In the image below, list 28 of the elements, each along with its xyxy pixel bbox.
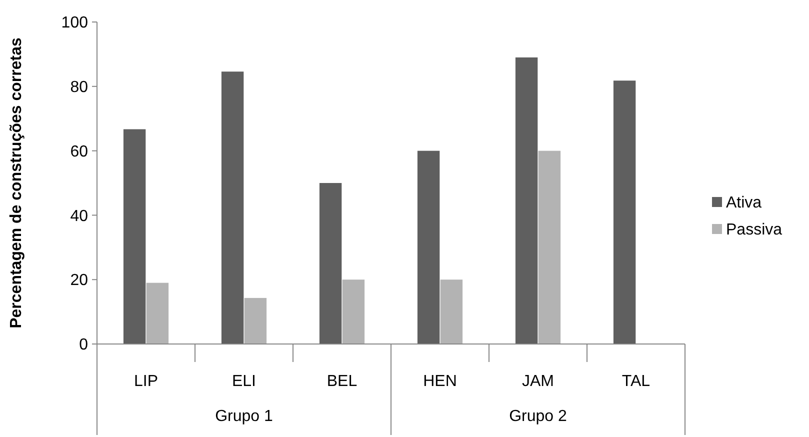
bar xyxy=(244,298,267,344)
y-tick-label: 20 xyxy=(70,272,88,290)
text: Grupo 2 xyxy=(509,408,568,425)
x-tick-label: TAL xyxy=(622,373,650,390)
legend-label: Passiva xyxy=(726,222,782,239)
bar xyxy=(417,150,440,344)
bar xyxy=(515,57,538,344)
x-tick-label: HEN xyxy=(423,373,457,390)
y-tick-label: 40 xyxy=(70,208,88,225)
y-tick-label: 80 xyxy=(70,79,88,96)
y-tick-label: 60 xyxy=(70,143,88,160)
legend-label: Ativa xyxy=(726,194,762,212)
x-tick-label: BEL xyxy=(326,373,358,390)
bar xyxy=(440,280,463,344)
bar xyxy=(221,72,244,344)
y-tick-label: 100 xyxy=(61,14,88,32)
bar xyxy=(123,129,146,344)
bar xyxy=(342,280,365,344)
bar xyxy=(538,150,561,344)
text: Grupo 1 xyxy=(215,408,274,425)
x-tick-label: ELI xyxy=(232,373,256,390)
bar xyxy=(319,183,342,344)
y-axis-title: Percentagem de construções corretas xyxy=(8,38,25,328)
bar xyxy=(613,80,636,344)
x-tick-label: JAM xyxy=(522,373,554,390)
y-tick-label: 0 xyxy=(79,336,88,354)
bar xyxy=(146,282,169,344)
x-tick-label: LIP xyxy=(134,373,158,390)
